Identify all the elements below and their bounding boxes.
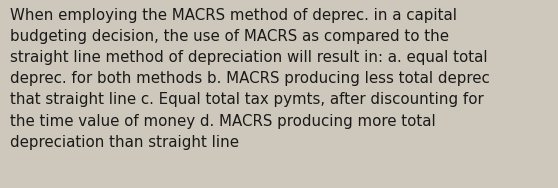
Text: When employing the MACRS method of deprec. in a capital
budgeting decision, the : When employing the MACRS method of depre… [10, 8, 490, 150]
